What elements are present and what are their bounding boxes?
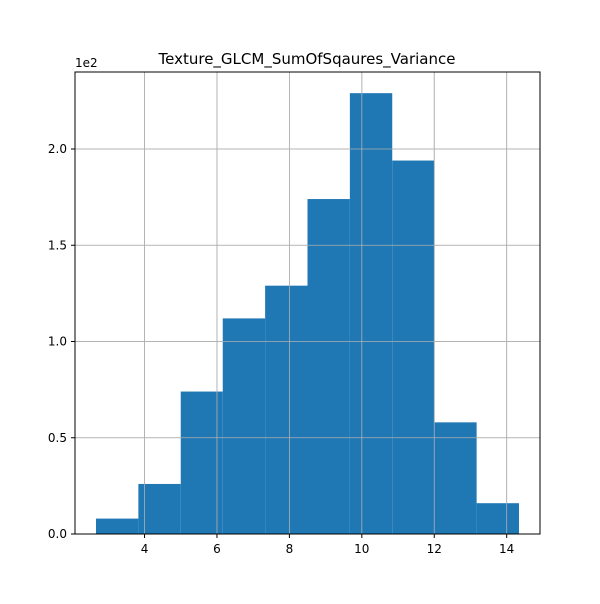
- chart-title: Texture_GLCM_SumOfSqaures_Variance: [158, 50, 456, 69]
- bars: [75, 72, 540, 535]
- x-tick-label: 10: [354, 542, 369, 556]
- plot-frame: [74, 71, 541, 535]
- histogram-bar: [138, 483, 181, 534]
- y-tick-label: 0.5: [48, 431, 67, 445]
- y-tick-label: 0.0: [48, 527, 67, 541]
- histogram-bar: [307, 199, 350, 535]
- y-tick-label: 2.0: [48, 142, 67, 156]
- histogram-bar: [392, 160, 435, 535]
- y-offset-label: 1e2: [75, 56, 98, 70]
- x-tick-label: 12: [427, 542, 442, 556]
- x-tick-label: 4: [141, 542, 149, 556]
- histogram-bar: [434, 422, 477, 534]
- histogram-bar: [265, 285, 308, 534]
- histogram-bar: [96, 518, 139, 534]
- x-tick-label: 6: [213, 542, 221, 556]
- axes: [74, 71, 541, 535]
- y-tick-label: 1.0: [48, 335, 67, 349]
- histogram-bar: [222, 318, 266, 534]
- histogram-bar: [349, 93, 393, 535]
- x-tick-label: 14: [499, 542, 514, 556]
- y-tick-label: 1.5: [48, 238, 67, 252]
- x-tick-label: 8: [286, 542, 294, 556]
- ticks: 4 6 8 10 12 14 0.0 0.5 1.0 1.5 2.0: [48, 142, 514, 556]
- histogram-bar: [180, 391, 223, 534]
- histogram-bar: [476, 503, 519, 534]
